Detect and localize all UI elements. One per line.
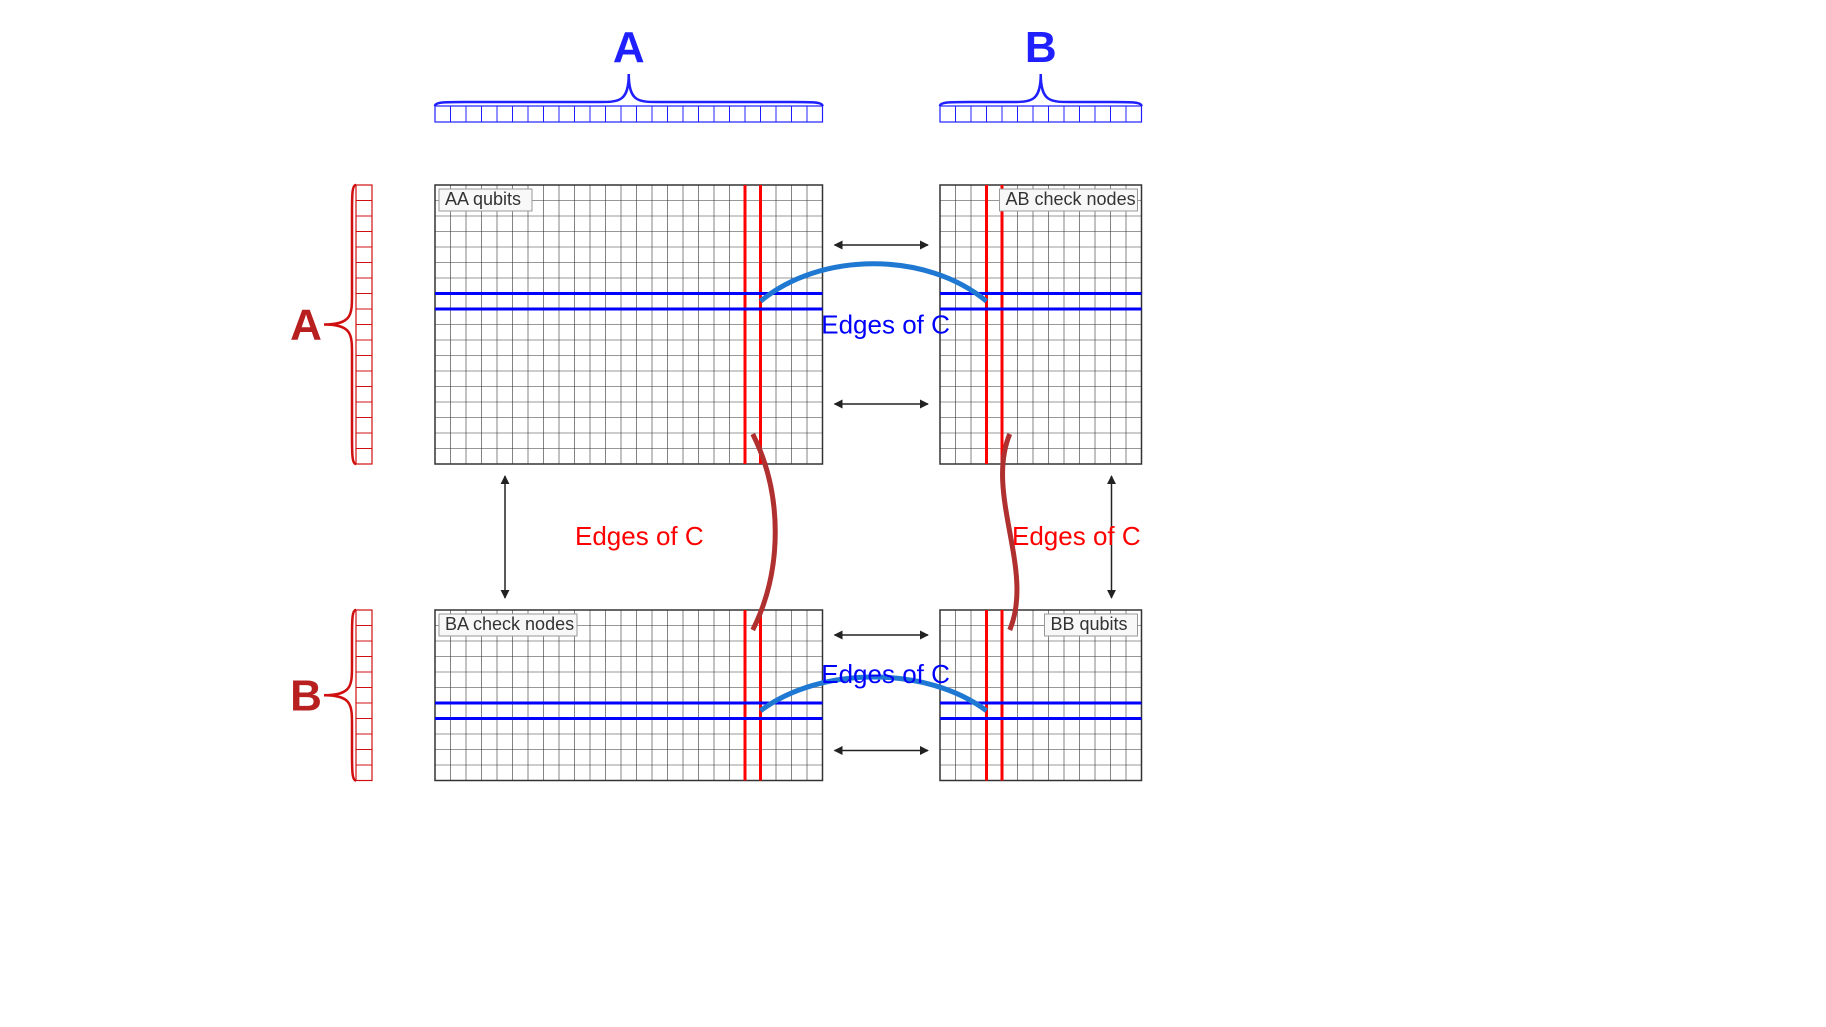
brace-label-top: A bbox=[613, 23, 645, 72]
top-strip bbox=[435, 106, 823, 122]
grid-AA bbox=[435, 185, 823, 464]
grid-label: AA qubits bbox=[445, 189, 521, 209]
grid-label: BA check nodes bbox=[445, 614, 574, 634]
left-brace bbox=[324, 185, 356, 464]
grid-label: AB check nodes bbox=[1006, 189, 1136, 209]
brace-label-top: B bbox=[1025, 23, 1057, 72]
curve-blue-top bbox=[761, 264, 987, 302]
top-brace bbox=[435, 74, 823, 106]
left-strip bbox=[356, 610, 372, 781]
brace-label-left: B bbox=[290, 671, 322, 720]
grid-label: BB qubits bbox=[1051, 614, 1128, 634]
edge-label-top: Edges of C bbox=[821, 309, 950, 339]
edge-label-midright: Edges of C bbox=[1012, 521, 1141, 551]
top-brace bbox=[940, 74, 1142, 106]
grid-AB bbox=[940, 185, 1142, 464]
brace-label-left: A bbox=[290, 301, 322, 350]
left-brace bbox=[324, 610, 356, 781]
edge-label-bottom: Edges of C bbox=[821, 659, 950, 689]
edge-label-midleft: Edges of C bbox=[575, 521, 704, 551]
top-strip bbox=[940, 106, 1142, 122]
